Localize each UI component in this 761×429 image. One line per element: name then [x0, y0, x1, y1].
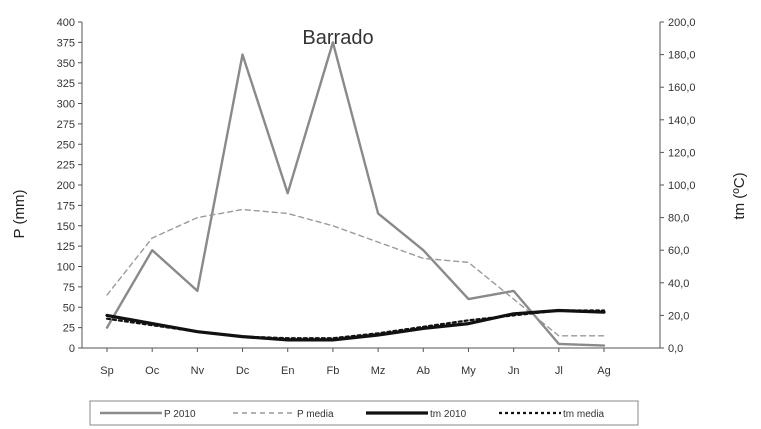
y-tick-label: 200	[57, 180, 75, 192]
y-tick-label: 275	[57, 119, 75, 131]
y2-tick-label: 160,0	[668, 82, 696, 94]
y-tick-label: 325	[57, 78, 75, 90]
x-tick-label: Nv	[191, 365, 205, 377]
x-tick-label: Jn	[508, 365, 520, 377]
y2-tick-label: 60,0	[668, 245, 689, 257]
legend: P 2010 P media tm 2010 tm media	[89, 400, 639, 426]
y-tick-label: 300	[57, 99, 75, 111]
chart-title: Barrado	[302, 27, 373, 49]
y-axis-label: P (mm)	[11, 190, 28, 239]
y-tick-label: 175	[57, 200, 75, 212]
y2-tick-label: 120,0	[668, 147, 696, 159]
y-tick-label: 50	[63, 302, 75, 314]
x-tick-label: Mz	[371, 365, 386, 377]
y-tick-label: 375	[57, 37, 75, 49]
y-tick-label: 225	[57, 160, 75, 172]
y2-tick-label: 200,0	[668, 17, 696, 29]
y-tick-label: 350	[57, 58, 75, 70]
series-line-3	[105, 309, 606, 340]
y2-tick-label: 100,0	[668, 180, 696, 192]
x-tick-label: Oc	[145, 365, 160, 377]
y2-tick-label: 180,0	[668, 50, 696, 62]
legend-label-2: tm 2010	[430, 409, 467, 420]
y2-tick-label: 0,0	[668, 343, 683, 355]
legend-label-0: P 2010	[164, 409, 196, 420]
x-tick-label: Jl	[555, 365, 563, 377]
y-tick-label: 150	[57, 221, 75, 233]
y-tick-label: 100	[57, 262, 75, 274]
y2-tick-label: 40,0	[668, 278, 689, 290]
x-tick-label: Ab	[417, 365, 430, 377]
y-tick-label: 250	[57, 139, 75, 151]
x-tick-label: My	[461, 365, 476, 377]
y-tick-label: 400	[57, 17, 75, 29]
y-tick-label: 0	[69, 343, 75, 355]
y-tick-label: 75	[63, 282, 75, 294]
y2-tick-label: 140,0	[668, 115, 696, 127]
series-line-0	[105, 41, 606, 347]
tick-labels: 0 25 50 75 100 125 150 175 200 225 250 275 300 325 350…	[57, 17, 696, 377]
y2-tick-label: 20,0	[668, 310, 689, 322]
x-tick-label: Sp	[100, 365, 113, 377]
series-line-1	[106, 208, 605, 337]
series-lines	[105, 41, 606, 347]
y2-tick-label: 80,0	[668, 213, 689, 225]
y-tick-label: 125	[57, 241, 75, 253]
x-tick-label: Dc	[236, 365, 250, 377]
x-tick-label: Ag	[597, 365, 610, 377]
legend-label-3: tm media	[563, 409, 605, 420]
legend-label-1: P media	[297, 409, 334, 420]
y-tick-label: 25	[63, 323, 75, 335]
y2-axis-label: tm (ºC)	[731, 172, 748, 219]
legend-box	[89, 400, 639, 426]
x-tick-label: Fb	[326, 365, 339, 377]
x-tick-label: En	[281, 365, 294, 377]
